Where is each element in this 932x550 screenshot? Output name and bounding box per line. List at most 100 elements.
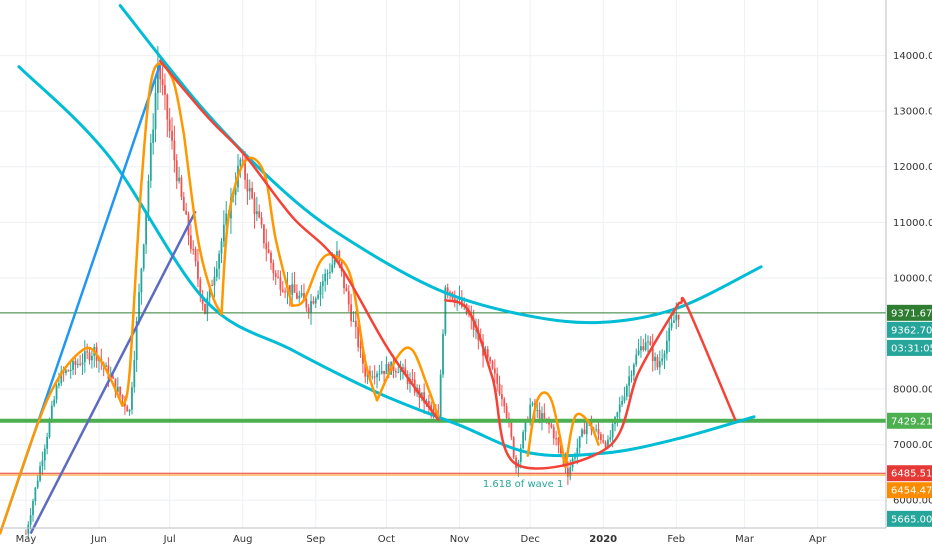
candle [585,419,588,444]
x-tick-label-2: Jul [163,534,176,545]
candle [632,362,635,381]
candle [411,368,414,383]
x-tick-label-1: Jun [90,534,107,545]
price-labels: 9371.67 9362.70 03:31:05 7429.21 6485.51 6454… [887,304,932,527]
candle [321,274,324,299]
candle [380,361,383,375]
orange-wave-4 [290,253,379,402]
candle [442,329,444,378]
candle [88,348,91,365]
candle [609,430,612,443]
price-axis-background[interactable] [886,0,932,550]
candle [284,287,287,299]
candle [663,350,666,370]
candle [36,474,39,489]
candle [524,419,527,441]
orange-wave-2 [182,132,223,316]
candle [446,283,449,299]
candle [251,181,254,200]
annotation-0: 1.618 of wave 1 [483,479,564,490]
red-path-0 [158,59,440,421]
y-tick-label-7: 6000.00 [893,496,932,507]
candle [413,372,416,396]
orange-wave-0 [0,346,124,535]
candle [498,375,501,396]
candle [270,250,272,270]
candle [658,350,661,375]
candle [194,246,197,267]
candle [279,270,282,296]
candlestick-series [25,46,680,538]
x-tick-label-7: Dec [521,534,540,545]
time-axis[interactable]: May Jun Jul Aug Sep Oct Nov Dec 2020 Feb Mar Apr [16,534,828,545]
candle [644,333,647,352]
candle [383,370,385,383]
candle [489,356,492,364]
candle [307,304,310,319]
candle [215,261,218,282]
candle [298,290,301,303]
candle [654,352,656,371]
candle [651,333,654,372]
y-tick-label-0: 7000.00 [893,440,932,451]
candle [168,108,171,138]
candle [67,369,70,372]
candle [133,350,136,393]
candle [192,240,195,255]
candle [39,461,41,483]
candle [397,366,400,374]
candle [142,243,145,272]
candle [665,330,668,361]
price-tag-text-4: 6485.51 [891,469,932,480]
candle [248,179,251,200]
candle [274,270,277,286]
price-tag-6: 5665.00 [887,510,932,527]
candle [583,421,586,435]
price-axis[interactable]: 7000.00 8000.00 10000.00 11000.00 12000.00 13… [893,51,932,507]
purple-trendline [29,210,197,535]
candle [281,281,284,293]
price-tag-text-6: 5665.00 [891,514,932,525]
candle [255,196,258,222]
price-tag-3: 7429.21 [887,412,932,429]
candle [602,434,605,444]
candle [293,271,296,293]
candle [578,436,581,456]
candle [156,46,159,111]
candle [312,296,315,305]
candle [65,368,67,376]
candle [260,211,263,229]
candle [552,424,555,445]
candle [453,290,456,308]
cyan-arc-0 [118,4,763,325]
orange-wave-1 [121,62,186,407]
orange-wave-7 [564,412,600,469]
x-tick-label-8: 2020 [589,534,617,545]
candle [354,310,357,339]
candle [300,285,303,298]
candle [350,294,353,327]
y-tick-label-2: 10000.00 [893,273,932,284]
candle [164,73,166,111]
candle [439,369,442,421]
candle [517,459,520,477]
candle [265,228,268,262]
candle [557,437,560,454]
candle [138,283,140,325]
candle [32,498,34,522]
price-tag-text-3: 7429.21 [891,416,932,427]
candle [343,271,345,295]
candle [328,263,331,280]
candle [253,192,256,229]
candle [116,377,119,394]
candle [74,355,77,375]
candle [46,432,49,455]
candle [126,404,129,412]
candle [76,358,79,369]
candle [175,154,178,189]
orange-wave-6 [526,391,567,469]
candle [373,365,376,385]
candle [263,223,265,249]
candle [161,62,164,96]
